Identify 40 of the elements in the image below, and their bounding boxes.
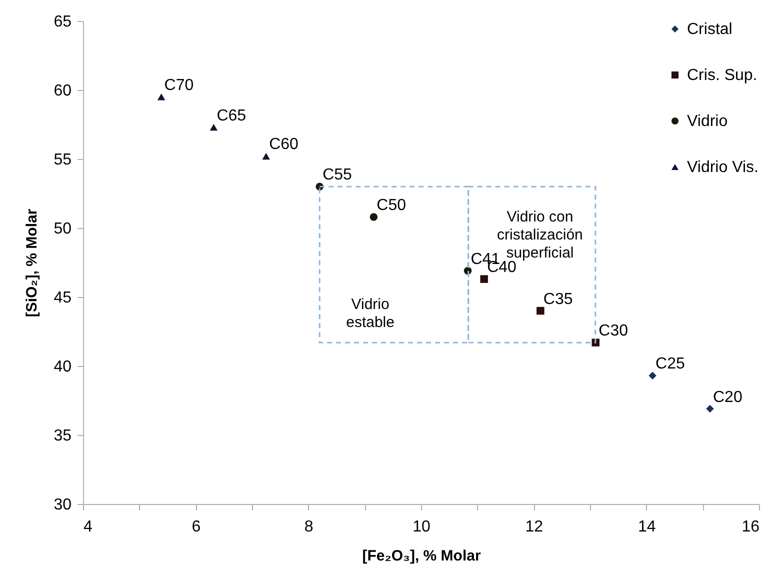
- annotation: Vidrio estable: [346, 296, 394, 332]
- x-tick-label: 10: [412, 518, 430, 536]
- y-tick-label: 45: [54, 290, 72, 306]
- legend-label: Vidrio Vis.: [687, 159, 758, 176]
- data-label: C65: [216, 107, 246, 124]
- point: [480, 275, 488, 283]
- point: [210, 124, 218, 131]
- data-label: C20: [712, 388, 742, 406]
- point: [536, 306, 544, 315]
- data-label: C55: [322, 166, 352, 184]
- x-tick-label: 6: [192, 518, 201, 536]
- data-label: C60: [269, 136, 299, 154]
- point: [706, 404, 714, 413]
- y-tick-label: 60: [54, 82, 72, 100]
- data-label: C50: [376, 196, 406, 214]
- y-tick-label: 65: [54, 14, 72, 30]
- point: [262, 152, 270, 160]
- y-tick-label: 50: [54, 220, 72, 238]
- point: [157, 94, 166, 100]
- y-tick-label: 35: [54, 428, 72, 444]
- y-tick-label: 40: [54, 358, 72, 376]
- data-label: C25: [656, 356, 685, 373]
- x-axis-title: [Fe₂O₃], % Molar: [362, 548, 481, 564]
- legend-label: Cris. Sup.: [687, 67, 758, 84]
- x-tick-label: 14: [638, 518, 656, 536]
- legend-label: Vidrio: [687, 113, 728, 130]
- legend-label: Cristal: [687, 21, 732, 38]
- data-label: C70: [164, 76, 194, 94]
- data-label: C30: [598, 322, 628, 340]
- y-tick-label: 55: [54, 152, 72, 168]
- point: [648, 372, 656, 380]
- y-axis-title: [SiO₂], % Molar: [24, 208, 41, 318]
- x-tick-label: 12: [525, 518, 544, 536]
- x-tick-label: 4: [84, 518, 92, 536]
- point: [370, 213, 378, 221]
- x-tick-label: 8: [304, 518, 314, 536]
- data-label: C35: [543, 290, 573, 308]
- annotation: Vidrio con cristalización superficial: [497, 208, 583, 262]
- y-tick-label: 30: [54, 496, 72, 514]
- x-tick-label: 16: [742, 518, 760, 536]
